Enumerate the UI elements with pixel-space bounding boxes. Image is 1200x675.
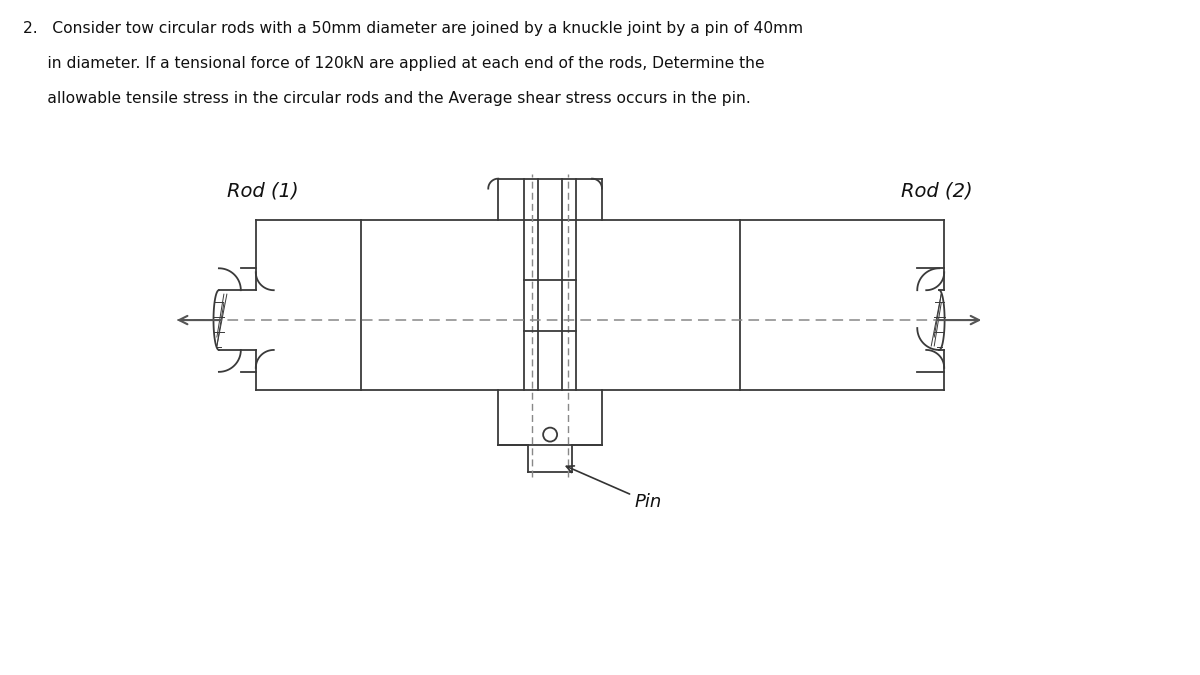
Text: in diameter. If a tensional force of 120kN are applied at each end of the rods, : in diameter. If a tensional force of 120… xyxy=(23,56,764,71)
Text: Pin: Pin xyxy=(566,466,662,511)
Text: Rod (1): Rod (1) xyxy=(227,182,299,200)
Text: 2.   Consider tow circular rods with a 50mm diameter are joined by a knuckle joi: 2. Consider tow circular rods with a 50m… xyxy=(23,22,804,36)
Text: allowable tensile stress in the circular rods and the Average shear stress occur: allowable tensile stress in the circular… xyxy=(23,91,751,106)
Text: Rod (2): Rod (2) xyxy=(901,182,973,200)
